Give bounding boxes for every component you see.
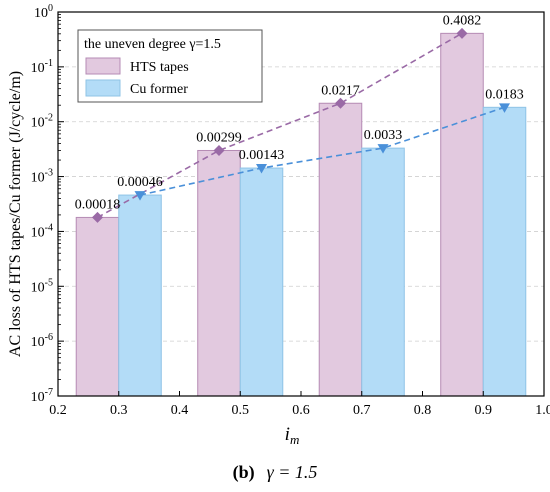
bar-cu-2 xyxy=(361,147,405,397)
bar-hts-1 xyxy=(197,149,241,397)
data-label-cu-1: 0.00143 xyxy=(239,148,285,163)
x-tick-label: 0.8 xyxy=(414,403,432,418)
x-tick-label: 0.4 xyxy=(171,403,189,418)
data-label-cu-3: 0.0183 xyxy=(485,87,524,102)
y-tick-label: 10-7 xyxy=(31,387,53,405)
bar-cu-0 xyxy=(118,194,162,397)
x-tick-label: 0.9 xyxy=(475,403,493,418)
bar-hts-0 xyxy=(75,216,120,397)
marker-cu-2 xyxy=(377,144,389,154)
y-tick-label: 10-4 xyxy=(31,222,53,240)
x-axis-label-main: i xyxy=(285,424,290,445)
data-label-hts-0: 0.00018 xyxy=(75,197,121,212)
legend-title: the uneven degree γ=1.5 xyxy=(84,37,221,52)
y-tick-label: 10-1 xyxy=(31,58,53,76)
x-tick-label: 0.6 xyxy=(292,403,310,418)
caption-letter: (b) xyxy=(233,462,255,483)
marker-hts-2 xyxy=(334,97,346,109)
y-tick-label: 100 xyxy=(34,3,53,21)
series-lines xyxy=(97,32,505,219)
marker-hts-3 xyxy=(456,27,468,39)
y-tick-label: 10-2 xyxy=(31,113,53,131)
legend-label-cu: Cu former xyxy=(130,82,188,97)
legend-swatch-cu xyxy=(85,79,121,97)
bar-hts-3 xyxy=(440,32,484,397)
marker-cu-1 xyxy=(256,164,268,174)
x-tick-label: 0.2 xyxy=(49,403,67,418)
y-tick-label: 10-6 xyxy=(31,332,53,350)
y-tick-label: 10-3 xyxy=(31,168,53,186)
marker-hts-1 xyxy=(213,144,225,156)
data-label-hts-3: 0.4082 xyxy=(443,13,482,28)
data-label-hts-2: 0.0217 xyxy=(321,83,360,98)
marker-cu-0 xyxy=(134,191,146,201)
legend-label-hts: HTS tapes xyxy=(130,60,189,75)
bars xyxy=(75,32,527,397)
y-axis-ticks: 10-7 10-6 10-5 10-4 10-3 10-2 10-1 100 xyxy=(31,3,64,405)
figure-caption: (b) γ = 1.5 xyxy=(233,462,318,483)
x-tick-label: 0.7 xyxy=(353,403,371,418)
x-axis-label-sub: m xyxy=(290,432,299,447)
y-axis-label: AC loss of HTS tapes/Cu former (J/cycle/… xyxy=(7,71,24,357)
data-labels: 0.00018 0.00299 0.0217 0.4082 0.00046 0.00143… xyxy=(75,13,524,212)
data-label-cu-0: 0.00046 xyxy=(117,175,163,190)
legend: the uneven degree γ=1.5 HTS tapes Cu forme… xyxy=(77,29,263,103)
markers xyxy=(91,27,511,223)
data-label-hts-1: 0.00299 xyxy=(196,130,242,145)
caption-text: γ = 1.5 xyxy=(267,462,318,482)
x-tick-label: 0.5 xyxy=(232,403,250,418)
x-tick-label: 0.3 xyxy=(110,403,128,418)
x-axis-ticks: 0.2 0.3 0.4 0.5 0.6 0.7 0.8 0.9 1.0 xyxy=(49,391,550,418)
series-line-cu xyxy=(139,106,505,196)
series-line-hts xyxy=(97,32,463,219)
data-label-cu-2: 0.0033 xyxy=(364,128,403,143)
bar-hts-2 xyxy=(318,102,363,397)
bar-cu-3 xyxy=(482,106,527,397)
y-tick-label: 10-5 xyxy=(31,277,53,295)
legend-swatch-hts xyxy=(85,57,121,75)
x-axis-label: im xyxy=(285,424,300,447)
marker-hts-0 xyxy=(91,211,103,223)
marker-cu-3 xyxy=(499,103,511,113)
bar-cu-1 xyxy=(239,167,284,397)
x-tick-label: 1.0 xyxy=(535,403,550,418)
